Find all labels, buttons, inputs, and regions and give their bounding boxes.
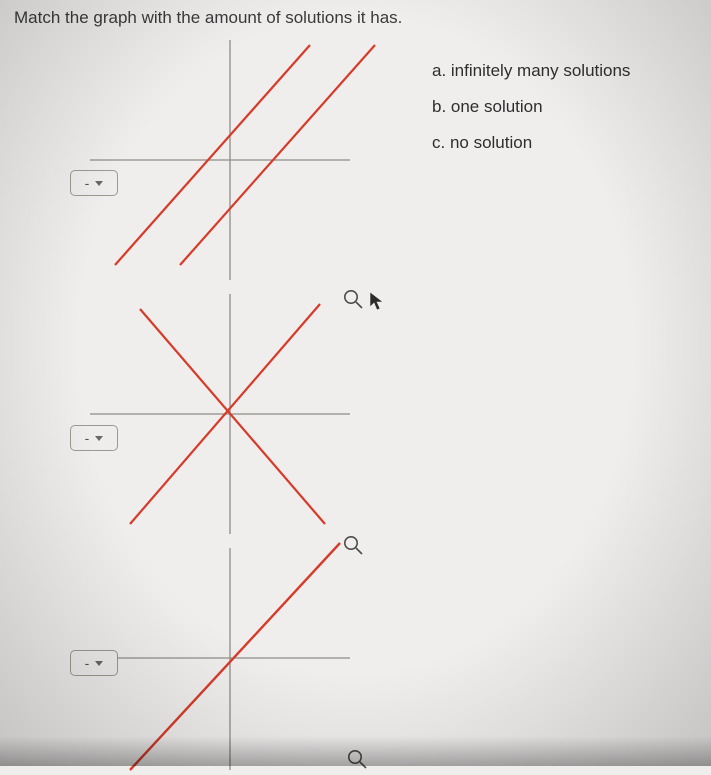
graph-1-line-2 — [180, 45, 375, 265]
cursor-icon — [368, 290, 386, 312]
graphs-column: - - - — [70, 30, 390, 770]
answer-options-list: a. infinitely many solutions b. one solu… — [432, 54, 630, 162]
graph-2-line-2 — [140, 309, 325, 524]
graph-1-line-1 — [115, 45, 310, 265]
option-a: a. infinitely many solutions — [432, 54, 630, 88]
magnifier-icon[interactable] — [342, 534, 364, 556]
magnifier-icon[interactable] — [342, 288, 364, 310]
dropdown-value: - — [85, 430, 90, 446]
dropdown-graph-1[interactable]: - — [70, 170, 118, 196]
question-prompt: Match the graph with the amount of solut… — [14, 8, 402, 28]
option-b: b. one solution — [432, 90, 630, 124]
dropdown-graph-2[interactable]: - — [70, 425, 118, 451]
dropdown-graph-3[interactable]: - — [70, 650, 118, 676]
dropdown-value: - — [85, 655, 90, 671]
chevron-down-icon — [95, 661, 103, 666]
question-page: Match the graph with the amount of solut… — [0, 0, 711, 766]
chevron-down-icon — [95, 436, 103, 441]
magnifier-icon[interactable] — [346, 748, 368, 770]
dropdown-value: - — [85, 175, 90, 191]
graph-1 — [70, 40, 370, 280]
chevron-down-icon — [95, 181, 103, 186]
graph-2 — [70, 294, 370, 534]
option-c: c. no solution — [432, 126, 630, 160]
graph-3-line-1 — [130, 543, 340, 770]
